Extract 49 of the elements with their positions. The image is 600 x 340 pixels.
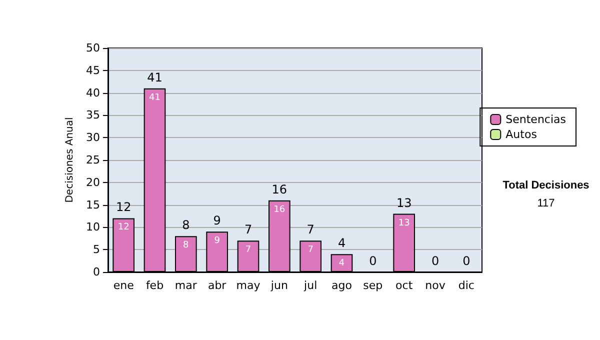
total-label: 7 xyxy=(306,222,314,237)
legend-label: Autos xyxy=(506,128,538,141)
y-tick-label: 15 xyxy=(86,198,100,212)
data-label: 16 xyxy=(274,204,286,215)
total-label: 9 xyxy=(213,214,221,228)
data-label: 7 xyxy=(308,245,314,256)
y-tick-label: 0 xyxy=(93,266,100,278)
x-tick-label: dic xyxy=(458,279,474,292)
total-label: 4 xyxy=(338,236,346,250)
data-label: 41 xyxy=(149,92,160,103)
total-label: 16 xyxy=(272,182,288,196)
x-tick-label: jun xyxy=(270,279,288,292)
data-label: 7 xyxy=(245,245,252,256)
data-label: 8 xyxy=(183,240,190,251)
data-label: 12 xyxy=(118,222,130,233)
text: Total Decisiones xyxy=(502,180,590,192)
data-label: 13 xyxy=(398,218,410,228)
text: 117 xyxy=(537,198,555,210)
y-tick-label: 5 xyxy=(93,243,100,256)
y-tick-label: 25 xyxy=(86,154,100,166)
x-tick-label: nov xyxy=(425,279,446,292)
y-tick-label: 40 xyxy=(86,86,100,100)
y-axis-title: Decisiones Anual xyxy=(64,117,76,203)
x-tick-label: oct xyxy=(396,279,414,292)
y-tick-label: 45 xyxy=(86,64,100,77)
total-label: 7 xyxy=(244,222,252,237)
x-tick-label: sep xyxy=(363,279,383,292)
data-label: 4 xyxy=(338,258,345,269)
data-label: 9 xyxy=(214,236,220,246)
total-label: 8 xyxy=(182,218,190,232)
x-tick-label: mar xyxy=(174,279,198,292)
x-tick-label: ene xyxy=(113,279,134,292)
x-tick-label: feb xyxy=(146,279,164,292)
y-tick-label: 35 xyxy=(86,108,100,122)
x-tick-label: jul xyxy=(303,279,318,292)
y-tick-label: 20 xyxy=(86,176,100,189)
x-tick-label: abr xyxy=(208,279,227,292)
total-label: 0 xyxy=(369,254,377,268)
total-label: 12 xyxy=(116,200,132,214)
total-label: 0 xyxy=(462,254,470,268)
legend-label: Sentencias xyxy=(506,113,566,126)
y-tick-label: 10 xyxy=(86,220,100,234)
total-label: 0 xyxy=(431,254,440,268)
y-tick-label: 50 xyxy=(86,42,100,54)
x-tick-label: may xyxy=(236,279,261,292)
total-label: 13 xyxy=(396,196,412,210)
y-tick-label: 30 xyxy=(86,131,100,144)
x-tick-label: ago xyxy=(332,279,352,292)
total-label: 41 xyxy=(147,70,162,84)
